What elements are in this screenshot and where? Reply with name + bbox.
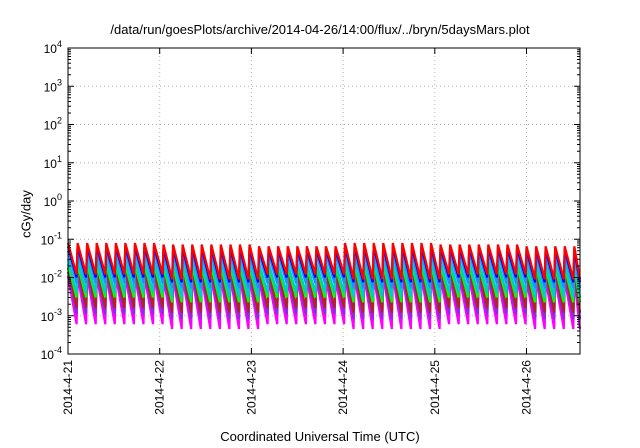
y-tick-label: 10-4 bbox=[41, 345, 62, 362]
x-tick-label: 2014-4-21 bbox=[61, 360, 75, 415]
x-tick-label: 2014-4-26 bbox=[520, 360, 534, 415]
x-axis-label: Coordinated Universal Time (UTC) bbox=[220, 429, 420, 444]
y-tick-label: 10-3 bbox=[41, 307, 62, 324]
x-tick-label: 2014-4-22 bbox=[153, 360, 167, 415]
y-tick-label: 100 bbox=[44, 192, 62, 209]
y-tick-label: 102 bbox=[44, 116, 62, 133]
y-tick-label: 101 bbox=[44, 154, 62, 171]
y-tick-label: 103 bbox=[44, 77, 62, 94]
series-group bbox=[66, 242, 582, 330]
x-tick-label: 2014-4-24 bbox=[336, 360, 350, 415]
x-tick-label: 2014-4-25 bbox=[428, 360, 442, 415]
x-tick-label: 2014-4-23 bbox=[244, 360, 258, 415]
y-tick-label: 104 bbox=[44, 39, 62, 56]
y-tick-label: 10-2 bbox=[41, 269, 62, 286]
series-line bbox=[66, 242, 582, 280]
chart-title: /data/run/goesPlots/archive/2014-04-26/1… bbox=[110, 22, 530, 37]
y-tick-label: 10-1 bbox=[41, 230, 62, 247]
axes-ticks: 10-4 10-3 10-2 10-1 100 101 102 103 104 2014-4-21… bbox=[41, 39, 580, 415]
